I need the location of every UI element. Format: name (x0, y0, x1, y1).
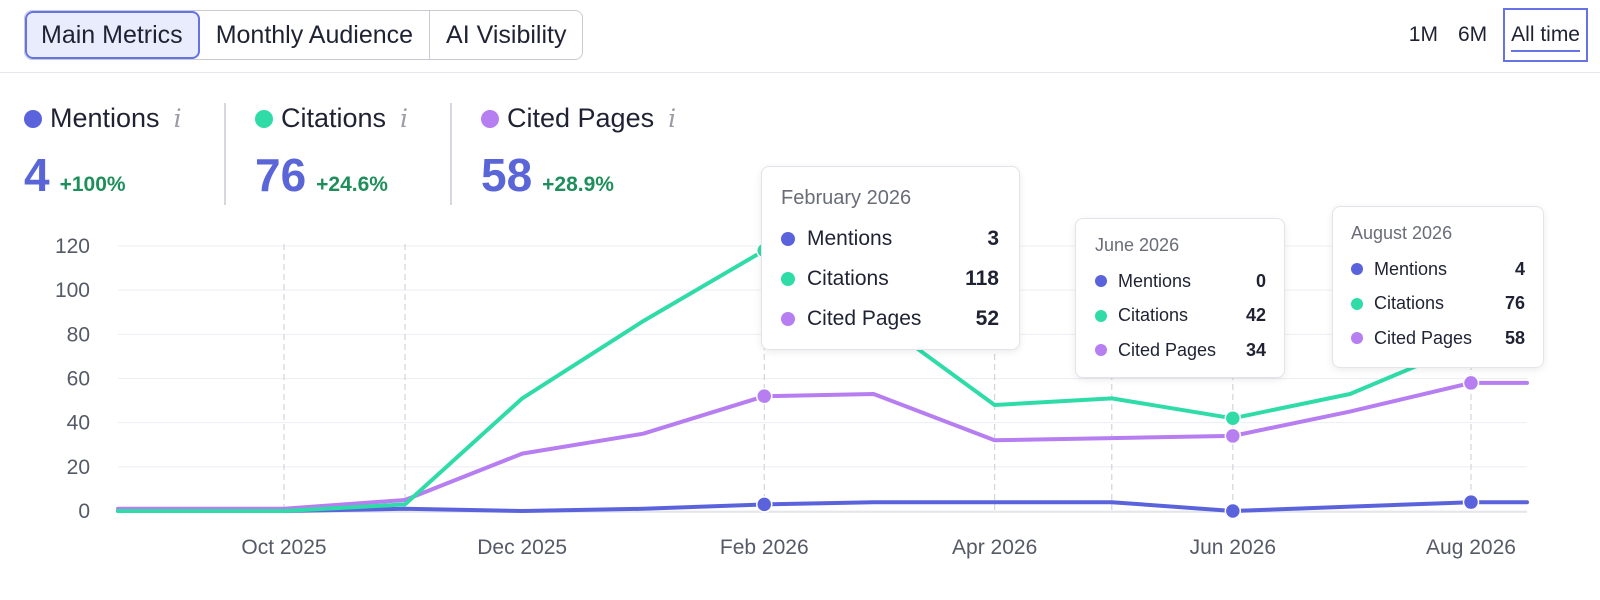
tooltip-label: Mentions (1118, 270, 1192, 291)
tooltip-label: Cited Pages (807, 307, 922, 330)
time-range-selector: 1M 6M All time (1399, 6, 1588, 64)
cited-pages-dot (1095, 344, 1107, 357)
metric-label: Mentions (50, 103, 160, 133)
tab-main-metrics[interactable]: Main Metrics (25, 11, 200, 59)
mentions-legend-dot (24, 109, 42, 128)
tooltip-row-citations: Citations 118 (781, 259, 999, 299)
x-tick-label: Aug 2026 (1426, 536, 1516, 559)
metric-label: Citations (281, 103, 387, 133)
data-point-cited-pages (756, 387, 773, 405)
y-tick-label: 100 (55, 279, 90, 302)
cited-pages-legend-dot (481, 109, 499, 128)
x-tick-label: Jun 2026 (1190, 536, 1276, 559)
data-point-mentions (756, 496, 773, 513)
citations-legend-dot (255, 109, 273, 128)
data-point-cited-pages (1462, 374, 1480, 392)
tooltip-label: Citations (1118, 305, 1189, 326)
tooltip-title: June 2026 (1095, 235, 1180, 255)
metric-change: +100% (59, 173, 126, 196)
mentions-dot (1095, 275, 1107, 288)
metric-value: 4 (24, 149, 50, 201)
y-tick-label: 40 (67, 412, 90, 435)
mentions-dot (781, 232, 795, 246)
tooltip-value: 4 (1514, 258, 1525, 279)
tooltip-row-cited-pages: Cited Pages 58 (1351, 321, 1525, 356)
info-icon[interactable]: i (668, 104, 677, 133)
y-tick-label: 80 (67, 323, 90, 346)
tooltip-row-mentions: Mentions 0 (1095, 264, 1266, 299)
cited-pages-dot (1351, 332, 1363, 345)
metric-value: 76 (255, 149, 307, 201)
tooltip-february-2026: February 2026 Mentions 3 Citations 118 C… (761, 166, 1020, 350)
tooltip-row-mentions: Mentions 3 (781, 219, 999, 259)
tooltip-row-cited-pages: Cited Pages 34 (1095, 333, 1266, 368)
metric-change: +28.9% (542, 173, 614, 196)
cited-pages-dot (781, 312, 795, 326)
citations-dot (781, 272, 795, 286)
data-point-citations (1224, 410, 1242, 427)
tooltip-value: 3 (987, 227, 999, 250)
x-tick-label: Apr 2026 (952, 536, 1037, 559)
metric-divider (450, 103, 452, 205)
tooltip-row-citations: Citations 76 (1351, 287, 1525, 322)
y-tick-label: 120 (55, 235, 90, 258)
tooltip-value: 118 (965, 267, 999, 290)
data-point-cited-pages (1224, 427, 1242, 445)
metric-label: Cited Pages (507, 103, 655, 133)
data-point-mentions (1224, 502, 1242, 520)
mentions-dot (1351, 263, 1363, 276)
tooltip-june-2026: June 2026 Mentions 0 Citations 42 Cited … (1075, 218, 1285, 378)
tooltip-title: August 2026 (1351, 223, 1453, 243)
tab-monthly-audience[interactable]: Monthly Audience (200, 11, 431, 59)
tab-ai-visibility[interactable]: AI Visibility (446, 20, 567, 49)
tooltip-value: 76 (1504, 293, 1525, 314)
tooltip-title: February 2026 (781, 187, 912, 209)
metric-divider (224, 103, 226, 205)
tooltip-label: Mentions (807, 227, 893, 250)
range-6m-button[interactable]: 6M (1457, 23, 1488, 46)
series-line-mentions (116, 500, 1529, 513)
tooltip-label: Cited Pages (1118, 339, 1217, 360)
metric-change: +24.6% (316, 173, 388, 196)
tooltip-value: 0 (1255, 270, 1266, 291)
y-tick-label: 20 (67, 456, 90, 479)
range-1m-button[interactable]: 1M (1408, 23, 1438, 46)
tooltip-value: 58 (1504, 327, 1525, 348)
data-point-mentions (1462, 493, 1480, 511)
tooltip-value: 42 (1245, 305, 1266, 326)
tooltip-row-cited-pages: Cited Pages 52 (781, 299, 999, 339)
metric-value: 58 (481, 149, 533, 201)
tooltip-value: 52 (975, 307, 999, 330)
series-line-cited-pages (116, 380, 1529, 511)
info-icon[interactable]: i (400, 104, 409, 133)
metric-tabs: Main Metrics Monthly Audience AI Visibil… (24, 10, 584, 60)
metric-mentions: Mentions i 4 +100% (24, 103, 182, 205)
citations-dot (1095, 309, 1107, 322)
header-divider (0, 72, 1600, 73)
tooltip-label: Citations (807, 267, 889, 290)
x-tick-label: Dec 2025 (477, 536, 567, 559)
tooltip-row-citations: Citations 42 (1095, 299, 1266, 334)
y-tick-label: 0 (78, 500, 90, 523)
tooltip-label: Mentions (1374, 258, 1448, 279)
tooltip-row-mentions: Mentions 4 (1351, 252, 1525, 287)
info-icon[interactable]: i (173, 104, 182, 133)
tooltip-august-2026: August 2026 Mentions 4 Citations 76 Cite… (1332, 206, 1544, 368)
tooltip-value: 34 (1245, 339, 1266, 360)
y-tick-label: 60 (67, 368, 90, 391)
metric-citations: Citations i 76 +24.6% (255, 103, 408, 205)
tooltip-label: Cited Pages (1374, 327, 1473, 348)
x-tick-label: Oct 2025 (241, 536, 326, 559)
metric-cited-pages: Cited Pages i 58 +28.9% (481, 103, 676, 205)
tooltip-label: Citations (1374, 293, 1445, 314)
x-tick-label: Feb 2026 (720, 536, 809, 559)
citations-dot (1351, 297, 1363, 310)
range-all-time-button[interactable]: All time (1503, 8, 1588, 62)
